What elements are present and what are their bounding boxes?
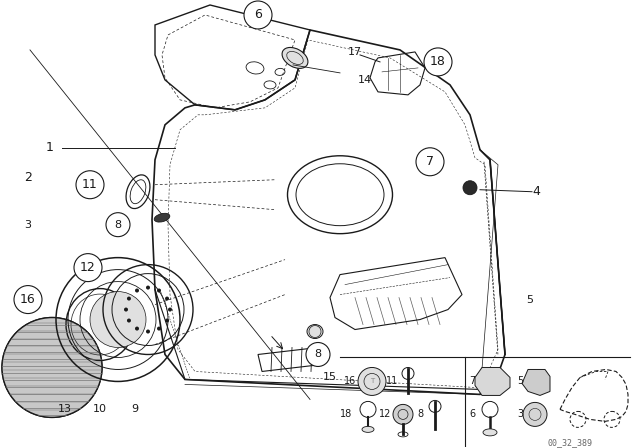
Text: 3: 3 <box>517 409 523 419</box>
Text: 9: 9 <box>131 405 139 414</box>
Circle shape <box>124 308 128 311</box>
Circle shape <box>416 148 444 176</box>
Text: 5: 5 <box>517 376 523 387</box>
Text: 7: 7 <box>469 376 475 387</box>
Text: 6: 6 <box>254 9 262 22</box>
Circle shape <box>90 292 146 348</box>
Circle shape <box>14 285 42 314</box>
Polygon shape <box>522 370 550 396</box>
Ellipse shape <box>307 324 323 339</box>
Text: 3: 3 <box>24 220 31 230</box>
Text: 2: 2 <box>24 171 32 184</box>
Text: 14: 14 <box>358 75 372 85</box>
Text: 8: 8 <box>417 409 423 419</box>
Circle shape <box>168 308 172 311</box>
Text: 11: 11 <box>386 376 398 387</box>
Text: 7: 7 <box>426 155 434 168</box>
Text: 6: 6 <box>469 409 475 419</box>
Circle shape <box>523 402 547 426</box>
Text: 12: 12 <box>379 409 391 419</box>
Circle shape <box>165 297 169 301</box>
Ellipse shape <box>282 47 308 69</box>
Circle shape <box>127 319 131 323</box>
Circle shape <box>146 330 150 333</box>
Text: 17: 17 <box>348 47 362 57</box>
Circle shape <box>157 327 161 331</box>
Circle shape <box>76 171 104 199</box>
Circle shape <box>127 297 131 301</box>
Circle shape <box>358 367 386 396</box>
Ellipse shape <box>362 426 374 432</box>
Text: 00_32_389: 00_32_389 <box>547 438 593 447</box>
Circle shape <box>244 1 272 29</box>
Text: 5: 5 <box>527 295 534 305</box>
Polygon shape <box>475 367 510 396</box>
Ellipse shape <box>483 429 497 436</box>
Text: 8: 8 <box>314 349 321 359</box>
Text: 8: 8 <box>115 220 122 230</box>
Circle shape <box>165 319 169 323</box>
Circle shape <box>157 289 161 293</box>
Text: T: T <box>370 379 374 384</box>
Circle shape <box>393 405 413 424</box>
Text: 16: 16 <box>20 293 36 306</box>
Text: 11: 11 <box>82 178 98 191</box>
Text: 10: 10 <box>93 405 107 414</box>
Circle shape <box>2 318 102 418</box>
Text: 16: 16 <box>344 376 356 387</box>
Text: 12: 12 <box>80 261 96 274</box>
Circle shape <box>135 289 139 293</box>
Ellipse shape <box>154 213 170 222</box>
Circle shape <box>2 318 102 418</box>
Circle shape <box>424 48 452 76</box>
Circle shape <box>106 213 130 237</box>
Circle shape <box>146 285 150 289</box>
Text: 18: 18 <box>340 409 352 419</box>
Text: 15: 15 <box>323 372 337 383</box>
Circle shape <box>463 181 477 195</box>
Circle shape <box>306 343 330 366</box>
Text: 1: 1 <box>46 141 54 154</box>
Text: 18: 18 <box>430 56 446 69</box>
Circle shape <box>135 327 139 331</box>
Text: 13: 13 <box>58 405 72 414</box>
Circle shape <box>74 254 102 282</box>
Text: 4: 4 <box>532 185 540 198</box>
